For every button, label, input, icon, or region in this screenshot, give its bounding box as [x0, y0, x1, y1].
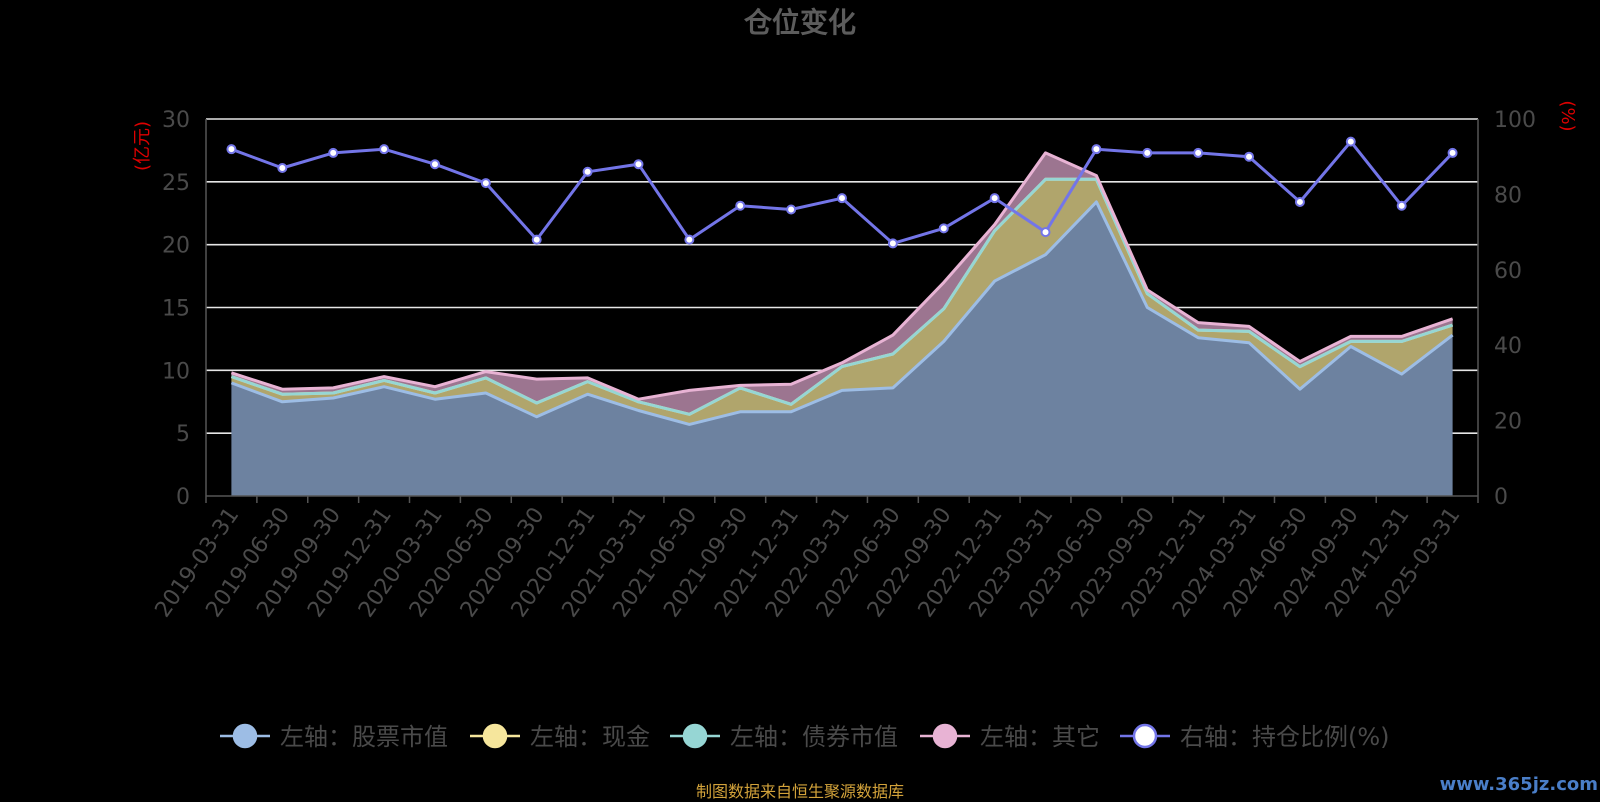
legend-item: 左轴：现金 [470, 723, 650, 751]
ratio-data-point [938, 223, 949, 234]
data-source-note: 制图数据来自恒生聚源数据库 [695, 782, 904, 801]
legend: 左轴：股票市值 左轴：现金 左轴：债券市值 左轴：其它 右轴：持仓比例(%) [220, 723, 1390, 751]
ratio-data-point [226, 144, 237, 155]
ratio-data-point [1447, 147, 1458, 158]
ratio-data-point [887, 238, 898, 249]
legend-label: 左轴：债券市值 [730, 723, 898, 751]
left-axis-tick-label: 5 [176, 422, 190, 447]
right-axis-tick-label: 0 [1494, 485, 1508, 510]
area-band [231, 179, 1453, 425]
ratio-data-point [1396, 200, 1407, 211]
ratio-data-point [277, 163, 288, 174]
right-axis-tick-label: 100 [1494, 108, 1536, 133]
legend-item: 左轴：股票市值 [220, 723, 448, 751]
ratio-data-point [531, 234, 542, 245]
area-series-line [230, 151, 1454, 401]
ratio-data-point [837, 193, 847, 204]
ratio-data-point [1193, 147, 1204, 158]
ratio-data-point [1294, 196, 1305, 207]
ratio-data-point [989, 193, 1000, 204]
legend-marker [682, 723, 708, 749]
left-axis-tick-label: 20 [162, 234, 190, 259]
site-watermark: www.365jz.com [1439, 774, 1598, 795]
area-series-line [230, 200, 1454, 426]
legend-item: 左轴：其它 [920, 723, 1100, 751]
legend-label: 左轴：现金 [530, 723, 650, 751]
ratio-data-point [1345, 136, 1356, 147]
legend-label: 左轴：股票市值 [280, 723, 448, 751]
ratio-data-point [1142, 147, 1153, 158]
left-axis-tick-label: 15 [162, 297, 190, 322]
right-axis-label: (%) [1557, 100, 1578, 131]
ratio-data-point [735, 200, 746, 211]
right-axis-tick-label: 20 [1494, 410, 1522, 435]
legend-marker [482, 723, 508, 749]
left-axis-label: (亿元) [132, 121, 153, 171]
legend-marker [1132, 723, 1158, 749]
ratio-line [226, 136, 1458, 249]
ratio-data-point [684, 234, 695, 245]
legend-item: 左轴：债券市值 [670, 723, 898, 751]
left-axis-tick-label: 30 [162, 108, 190, 133]
ratio-data-point [1091, 144, 1102, 155]
left-axis-tick-label: 10 [162, 359, 190, 384]
ratio-data-point [480, 178, 491, 189]
legend-item: 右轴：持仓比例(%) [1120, 723, 1390, 751]
chart-title: 仓位变化 [744, 6, 856, 39]
stacked-areas [230, 151, 1454, 496]
ratio-data-point [1040, 227, 1051, 238]
ratio-data-point [328, 147, 339, 158]
ratio-data-point [786, 204, 797, 215]
area-band [231, 201, 1453, 496]
ratio-data-point [1244, 151, 1255, 162]
ratio-data-point [582, 166, 593, 177]
legend-label: 右轴：持仓比例(%) [1180, 723, 1390, 751]
right-axis-tick-label: 40 [1494, 334, 1522, 359]
area-series-line [230, 177, 1454, 416]
legend-label: 左轴：其它 [980, 723, 1100, 751]
ratio-data-point [429, 159, 440, 170]
legend-marker [932, 723, 958, 749]
ratio-data-point [379, 144, 390, 155]
legend-marker [232, 723, 258, 749]
ratio-series-line [230, 140, 1454, 245]
right-axis-tick-label: 80 [1494, 183, 1522, 208]
ratio-data-point [633, 159, 644, 170]
right-axis-tick-label: 60 [1494, 259, 1522, 284]
left-axis-tick-label: 0 [176, 485, 190, 510]
left-axis-tick-label: 25 [162, 171, 190, 196]
